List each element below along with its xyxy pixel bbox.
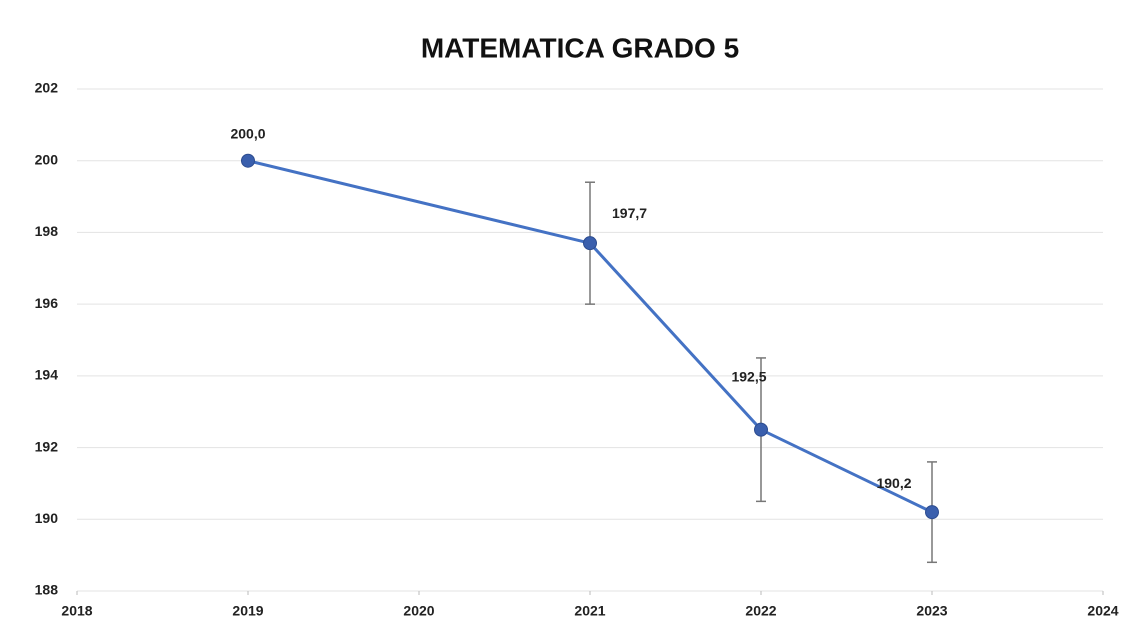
x-tick-label: 2023 [916,603,947,619]
line-series [247,159,933,514]
y-tick-label: 198 [35,223,59,239]
data-label: 200,0 [230,125,265,141]
x-tick-label: 2021 [574,603,605,619]
data-label: 197,7 [612,205,647,221]
x-tick-label: 2024 [1087,603,1118,619]
marker [925,505,939,520]
y-tick-label: 196 [35,295,59,311]
marker [241,153,255,168]
x-tick-label: 2022 [745,603,776,619]
y-tick-label: 202 [35,80,59,96]
chart-title: MATEMATICA GRADO 5 [421,32,739,63]
y-tick-label: 190 [35,510,59,526]
data-label: 192,5 [731,368,766,384]
data-label: 190,2 [876,475,911,491]
x-tick-label: 2019 [232,603,263,619]
x-tick-label: 2018 [61,603,92,619]
y-tick-label: 194 [35,367,59,383]
y-tick-label: 192 [35,438,59,454]
x-tick-label: 2020 [403,603,434,619]
marker [754,422,768,437]
marker [583,236,597,251]
y-tick-label: 200 [35,151,59,167]
y-tick-label: 188 [35,582,59,598]
